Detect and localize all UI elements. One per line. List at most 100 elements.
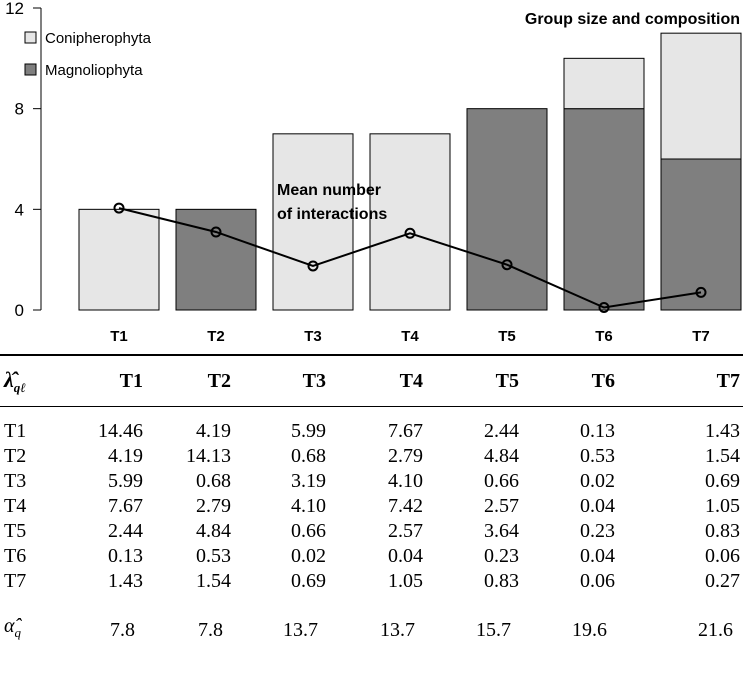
table-cell: 4.10 bbox=[388, 470, 423, 492]
table-cell: 7.67 bbox=[108, 495, 143, 517]
table-cell: 0.69 bbox=[291, 570, 326, 592]
interaction-point-t1 bbox=[113, 202, 125, 214]
y-tick-label: 8 bbox=[15, 100, 24, 119]
legend-label-magnoliophyta: Magnoliophyta bbox=[45, 62, 143, 79]
bar-conipherophyta-t1 bbox=[78, 208, 160, 311]
y-tick-label: 4 bbox=[15, 200, 24, 219]
table-cell: 4.19 bbox=[108, 445, 143, 467]
row-label: T7 bbox=[4, 570, 27, 592]
table-cell: 4.10 bbox=[291, 495, 326, 517]
table-cell: 2.79 bbox=[196, 495, 231, 517]
table-cell: 1.54 bbox=[705, 445, 740, 467]
table-cell: 0.06 bbox=[580, 570, 615, 592]
bar-layer bbox=[78, 32, 742, 311]
bar-conipherophyta-t3 bbox=[272, 133, 354, 311]
legend-label-conipherophyta: Conipherophyta bbox=[45, 30, 152, 47]
spacer-cell bbox=[0, 594, 743, 606]
x-category-label: T7 bbox=[692, 328, 710, 345]
table-cell: 5.99 bbox=[108, 470, 143, 492]
y-axis: 0 4 8 12 bbox=[5, 0, 42, 320]
alpha-subscript: q bbox=[14, 625, 22, 640]
y-tick-label: 0 bbox=[15, 301, 24, 320]
interaction-point-t5 bbox=[501, 259, 513, 271]
alpha-cell: 19.6 bbox=[572, 618, 607, 641]
table-cell: 2.44 bbox=[484, 420, 519, 442]
column-header-t7: T7 bbox=[615, 354, 743, 407]
table-cell: 1.54 bbox=[196, 570, 231, 592]
x-category-label: T6 bbox=[595, 328, 613, 345]
y-tick-label: 12 bbox=[5, 0, 24, 18]
alpha-cell: 15.7 bbox=[476, 618, 511, 641]
annotation-line-1: Mean number bbox=[277, 182, 381, 199]
group-composition-chart: 0 4 8 12 T1 T2 T3 T4 T5 T6 T7 Conipherophyta Magn… bbox=[5, 0, 742, 345]
alpha-label: α̂q bbox=[0, 606, 60, 653]
legend-swatch-magnoliophyta bbox=[24, 63, 37, 76]
table-cell: 3.19 bbox=[291, 470, 326, 492]
table-cell: 0.27 bbox=[705, 570, 740, 592]
table-cell: 4.84 bbox=[196, 520, 231, 542]
column-header-t6: T6 bbox=[519, 354, 615, 407]
table-cell: 1.43 bbox=[108, 570, 143, 592]
table-cell: 0.06 bbox=[705, 545, 740, 567]
table-cell: 0.23 bbox=[580, 520, 615, 542]
x-category-label: T3 bbox=[304, 328, 322, 345]
table-cell: 2.57 bbox=[484, 495, 519, 517]
chart-title: Group size and composition bbox=[525, 11, 740, 28]
alpha-cell: 7.8 bbox=[110, 618, 135, 641]
table-cell: 2.79 bbox=[388, 445, 423, 467]
table-corner: λ̂qℓ bbox=[0, 354, 60, 407]
interaction-point-t3 bbox=[307, 260, 319, 272]
row-label: T3 bbox=[4, 470, 27, 492]
table-cell: 14.13 bbox=[186, 445, 231, 467]
alpha-symbol: α̂ bbox=[4, 615, 15, 637]
table-cell: 4.84 bbox=[484, 445, 519, 467]
table-cell: 0.83 bbox=[484, 570, 519, 592]
annotation-line-2: of interactions bbox=[277, 206, 387, 223]
interaction-point-t6 bbox=[598, 301, 610, 313]
row-label: T6 bbox=[4, 545, 27, 567]
table-cell: 0.04 bbox=[388, 545, 423, 567]
interaction-line bbox=[118, 207, 702, 309]
table-row: T7 1.43 1.54 0.69 1.05 0.83 0.06 0.27 bbox=[0, 569, 743, 594]
table-cell: 5.99 bbox=[291, 420, 326, 442]
table-cell: 0.04 bbox=[580, 545, 615, 567]
alpha-cell: 21.6 bbox=[698, 618, 733, 641]
alpha-row: α̂q 7.8 7.8 13.7 13.7 15.7 19.6 21.6 bbox=[0, 606, 743, 653]
spacer-cell bbox=[0, 407, 743, 420]
table-cell: 0.66 bbox=[291, 520, 326, 542]
table-cell: 1.05 bbox=[705, 495, 740, 517]
x-category-label: T5 bbox=[498, 328, 516, 345]
lambda-table: λ̂qℓ T1 T2 T3 T4 T5 T6 T7 T1 14.46 4.19 5.99 7.67 2… bbox=[0, 354, 743, 653]
table-body: T1 14.46 4.19 5.99 7.67 2.44 0.13 1.43 T2 4.19 14.… bbox=[0, 407, 743, 654]
table-cell: 1.43 bbox=[705, 420, 740, 442]
table-spacer bbox=[0, 594, 743, 606]
table-row: T4 7.67 2.79 4.10 7.42 2.57 0.04 1.05 bbox=[0, 494, 743, 519]
interaction-point-t7 bbox=[695, 286, 707, 298]
table-row: T1 14.46 4.19 5.99 7.67 2.44 0.13 1.43 bbox=[0, 419, 743, 444]
interaction-point-t2 bbox=[210, 226, 222, 238]
table-row: T2 4.19 14.13 0.68 2.79 4.84 0.53 1.54 bbox=[0, 444, 743, 469]
table-cell: 0.83 bbox=[705, 520, 740, 542]
row-label: T2 bbox=[4, 445, 27, 467]
table-cell: 0.53 bbox=[580, 445, 615, 467]
x-category-label: T2 bbox=[207, 328, 225, 345]
bar-magnoliophyta-t6 bbox=[563, 108, 645, 311]
table-cell: 0.02 bbox=[291, 545, 326, 567]
interaction-line-layer bbox=[113, 202, 707, 313]
table-cell: 0.02 bbox=[580, 470, 615, 492]
table-cell: 4.19 bbox=[196, 420, 231, 442]
table-cell: 0.13 bbox=[108, 545, 143, 567]
interaction-point-t4 bbox=[404, 227, 416, 239]
lambda-subscript: qℓ bbox=[13, 379, 26, 395]
table-row: T6 0.13 0.53 0.02 0.04 0.23 0.04 0.06 bbox=[0, 544, 743, 569]
category-labels: T1 T2 T3 T4 T5 T6 T7 bbox=[110, 328, 710, 345]
x-category-label: T1 bbox=[110, 328, 128, 345]
alpha-cell: 13.7 bbox=[283, 618, 318, 641]
table-cell: 7.42 bbox=[388, 495, 423, 517]
table-row: T3 5.99 0.68 3.19 4.10 0.66 0.02 0.69 bbox=[0, 469, 743, 494]
column-header-t4: T4 bbox=[326, 354, 423, 407]
table-header-row: λ̂qℓ T1 T2 T3 T4 T5 T6 T7 bbox=[0, 354, 743, 407]
table-cell: 0.69 bbox=[705, 470, 740, 492]
table-cell: 2.57 bbox=[388, 520, 423, 542]
column-header-t2: T2 bbox=[143, 354, 231, 407]
